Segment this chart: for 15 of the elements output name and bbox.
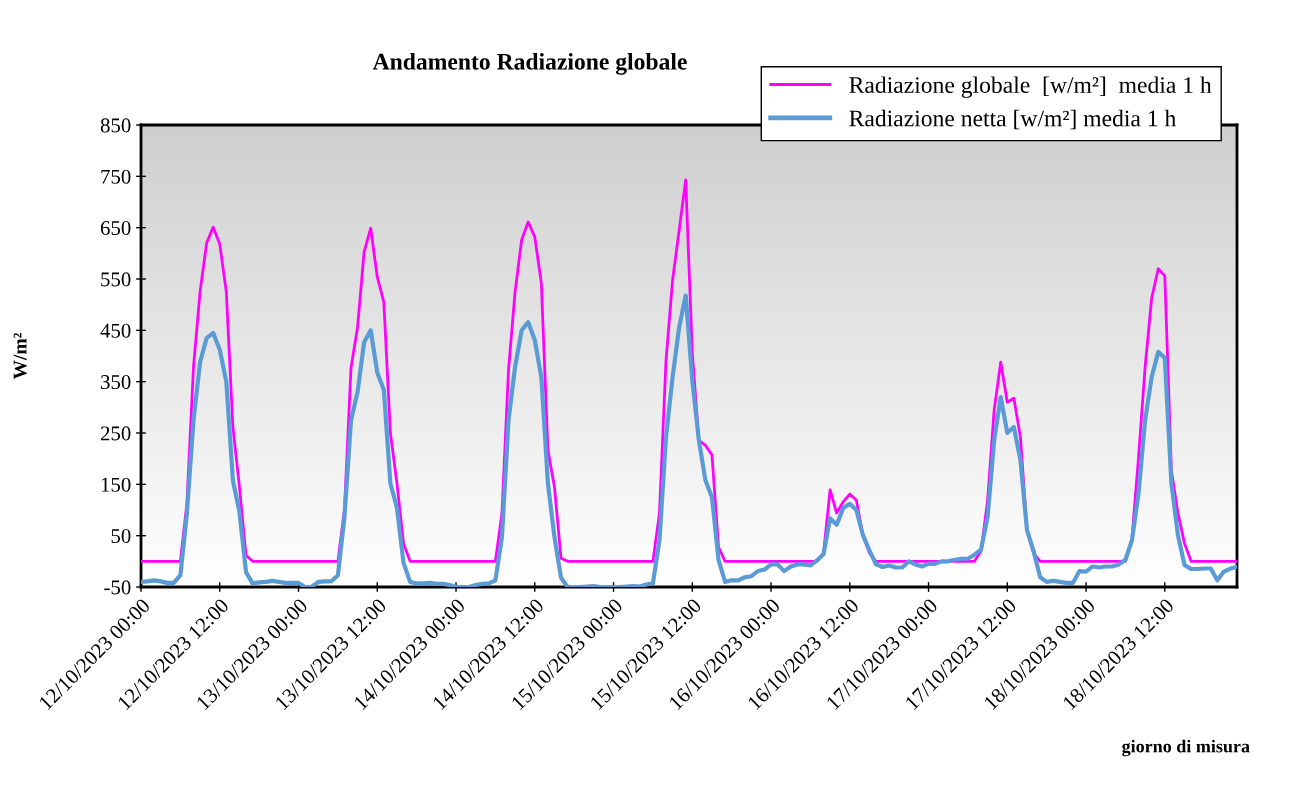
y-tick-label: 350 xyxy=(101,375,131,390)
y-tick-label: 750 xyxy=(101,169,131,184)
chart-title: Andamento Radiazione globale xyxy=(372,53,687,75)
y-tick-label: -50 xyxy=(104,580,131,595)
y-tick-label: 850 xyxy=(100,118,131,133)
legend-label: Radiazione globale [w/m²] media 1 h xyxy=(849,76,1212,98)
y-tick-label: 450 xyxy=(100,323,131,338)
y-axis-title: W/m² xyxy=(13,333,27,380)
x-axis-title: giorno di misura xyxy=(1122,739,1250,757)
y-tick-label: 650 xyxy=(100,221,131,236)
y-tick-label: 550 xyxy=(101,272,131,287)
y-tick-label: 250 xyxy=(100,426,131,441)
legend-label: Radiazione netta [w/m²] media 1 h xyxy=(849,109,1177,130)
y-tick-label: 50 xyxy=(111,529,131,544)
y-tick-label: 150 xyxy=(101,477,131,492)
